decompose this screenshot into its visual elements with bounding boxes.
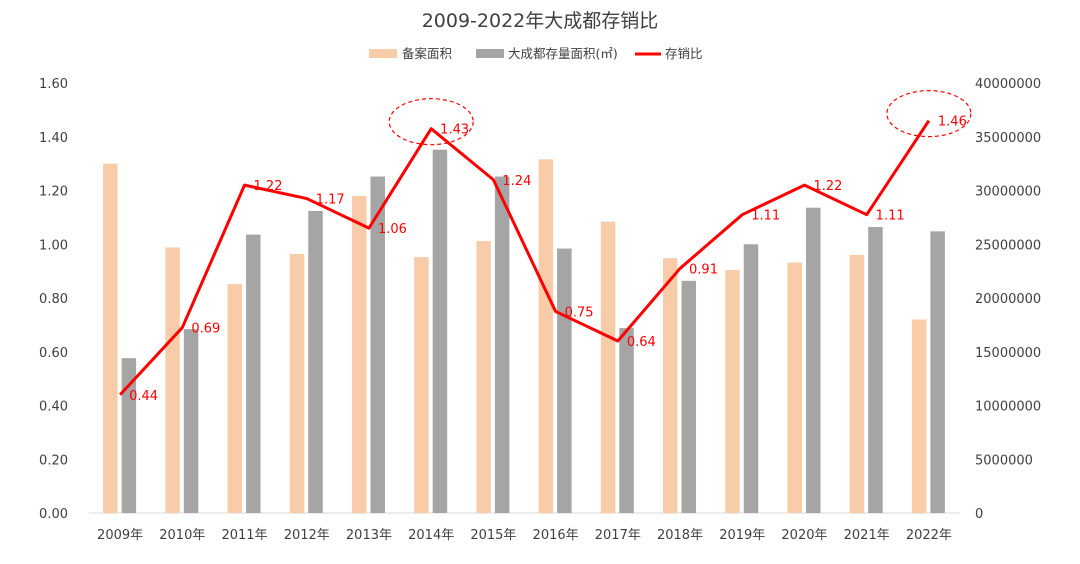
bar-inventory-area xyxy=(868,227,883,514)
right-axis-ticks: 0 5000000 10000000 15000000 20000000 25000000… xyxy=(975,77,1041,522)
left-tick-label: 1.40 xyxy=(39,131,68,146)
ratio-labels: 0.44 0.69 1.22 1.17 1.06 1.43 1.24 0.75 0.64 0.91… xyxy=(129,115,967,404)
bar-inventory-area xyxy=(743,244,759,513)
x-tick-label: 2012年 xyxy=(284,528,330,543)
ratio-label: 1.22 xyxy=(813,179,842,194)
x-tick-label: 2013年 xyxy=(346,528,392,543)
x-tick-label: 2018年 xyxy=(657,528,703,543)
bar-filed-area xyxy=(165,247,180,513)
highlight-ring xyxy=(388,98,474,146)
bar-inventory-area xyxy=(183,329,199,513)
right-tick-label: 25000000 xyxy=(975,238,1041,253)
bar-inventory-area xyxy=(681,280,697,513)
highlight-rings xyxy=(388,90,972,146)
ratio-line xyxy=(119,119,931,396)
ratio-label: 1.22 xyxy=(254,179,283,194)
bar-filed-area xyxy=(600,221,616,514)
x-tick-label: 2019年 xyxy=(719,528,765,543)
left-tick-label: 0.60 xyxy=(39,346,68,361)
left-tick-label: 0.40 xyxy=(39,400,68,415)
x-tick-label: 2014年 xyxy=(408,528,454,543)
legend-label-inventory-area: 大成都存量面积(㎡) xyxy=(508,46,618,61)
chart-title: 2009-2022年大成都存销比 xyxy=(422,10,659,32)
left-tick-label: 0.20 xyxy=(39,453,68,468)
ratio-label: 1.46 xyxy=(938,115,967,130)
x-tick-label: 2010年 xyxy=(159,528,205,543)
bar-inventory-area xyxy=(930,231,945,513)
bar-filed-area xyxy=(289,253,305,514)
bar-inventory-area xyxy=(308,210,323,514)
x-axis-ticks: 2009年 2010年 2011年 2012年 2013年 2014年 2015年 2016年… xyxy=(97,528,952,543)
right-tick-label: 40000000 xyxy=(975,77,1041,92)
ratio-label: 0.91 xyxy=(689,262,718,277)
ratio-label: 1.24 xyxy=(502,174,531,189)
highlight-ring xyxy=(886,90,972,138)
legend-swatch-inventory-area xyxy=(476,49,504,58)
bar-filed-area xyxy=(787,262,802,513)
ratio-label: 0.64 xyxy=(627,335,656,350)
x-tick-label: 2009年 xyxy=(97,528,143,543)
bar-filed-area xyxy=(663,258,678,513)
legend-label-filed-area: 备案面积 xyxy=(402,46,452,61)
bars xyxy=(103,149,945,514)
left-tick-label: 1.60 xyxy=(39,77,68,92)
left-tick-label: 0.00 xyxy=(39,507,68,522)
legend-swatch-filed-area xyxy=(369,49,397,58)
bar-inventory-area xyxy=(432,149,448,513)
x-tick-label: 2017年 xyxy=(595,528,641,543)
bar-inventory-area xyxy=(494,176,510,513)
ratio-label: 0.75 xyxy=(565,305,594,320)
bar-filed-area xyxy=(414,257,429,513)
x-tick-label: 2022年 xyxy=(906,528,952,543)
bar-filed-area xyxy=(911,319,927,513)
bar-filed-area xyxy=(849,255,865,513)
x-tick-label: 2011年 xyxy=(221,528,267,543)
right-tick-label: 20000000 xyxy=(975,292,1041,307)
bar-inventory-area xyxy=(370,176,385,513)
legend: 备案面积 大成都存量面积(㎡) 存销比 xyxy=(369,46,703,61)
ratio-label: 1.17 xyxy=(316,193,345,208)
bar-inventory-area xyxy=(557,248,572,514)
right-tick-label: 35000000 xyxy=(975,131,1041,146)
bar-inventory-area xyxy=(246,234,261,513)
right-tick-label: 0 xyxy=(975,507,983,522)
bar-inventory-area xyxy=(805,207,821,513)
bar-filed-area xyxy=(103,163,118,513)
ratio-label: 1.11 xyxy=(876,209,905,224)
left-tick-label: 1.20 xyxy=(39,185,68,200)
ratio-label: 1.11 xyxy=(751,209,780,224)
bar-filed-area xyxy=(476,241,491,513)
bar-filed-area xyxy=(351,195,367,513)
ratio-label: 1.43 xyxy=(440,123,469,138)
left-axis-ticks: 0.00 0.20 0.40 0.60 0.80 1.00 1.20 1.40 1.60 xyxy=(39,77,68,522)
right-tick-label: 30000000 xyxy=(975,185,1041,200)
legend-label-ratio: 存销比 xyxy=(665,46,703,61)
bar-filed-area xyxy=(227,284,243,513)
ratio-label: 0.44 xyxy=(129,389,158,404)
ratio-label: 1.06 xyxy=(378,222,407,237)
bar-filed-area xyxy=(538,159,554,513)
x-tick-label: 2021年 xyxy=(844,528,890,543)
bar-inventory-area xyxy=(121,358,137,513)
ratio-label: 0.69 xyxy=(191,322,220,337)
x-tick-label: 2016年 xyxy=(533,528,579,543)
right-tick-label: 5000000 xyxy=(975,453,1033,468)
x-tick-label: 2015年 xyxy=(470,528,516,543)
x-tick-label: 2020年 xyxy=(781,528,827,543)
left-tick-label: 0.80 xyxy=(39,292,68,307)
right-tick-label: 15000000 xyxy=(975,346,1041,361)
right-tick-label: 10000000 xyxy=(975,400,1041,415)
ratio-line-path xyxy=(119,119,931,396)
bar-inventory-area xyxy=(619,328,634,513)
left-tick-label: 1.00 xyxy=(39,238,68,253)
bar-filed-area xyxy=(725,270,740,513)
